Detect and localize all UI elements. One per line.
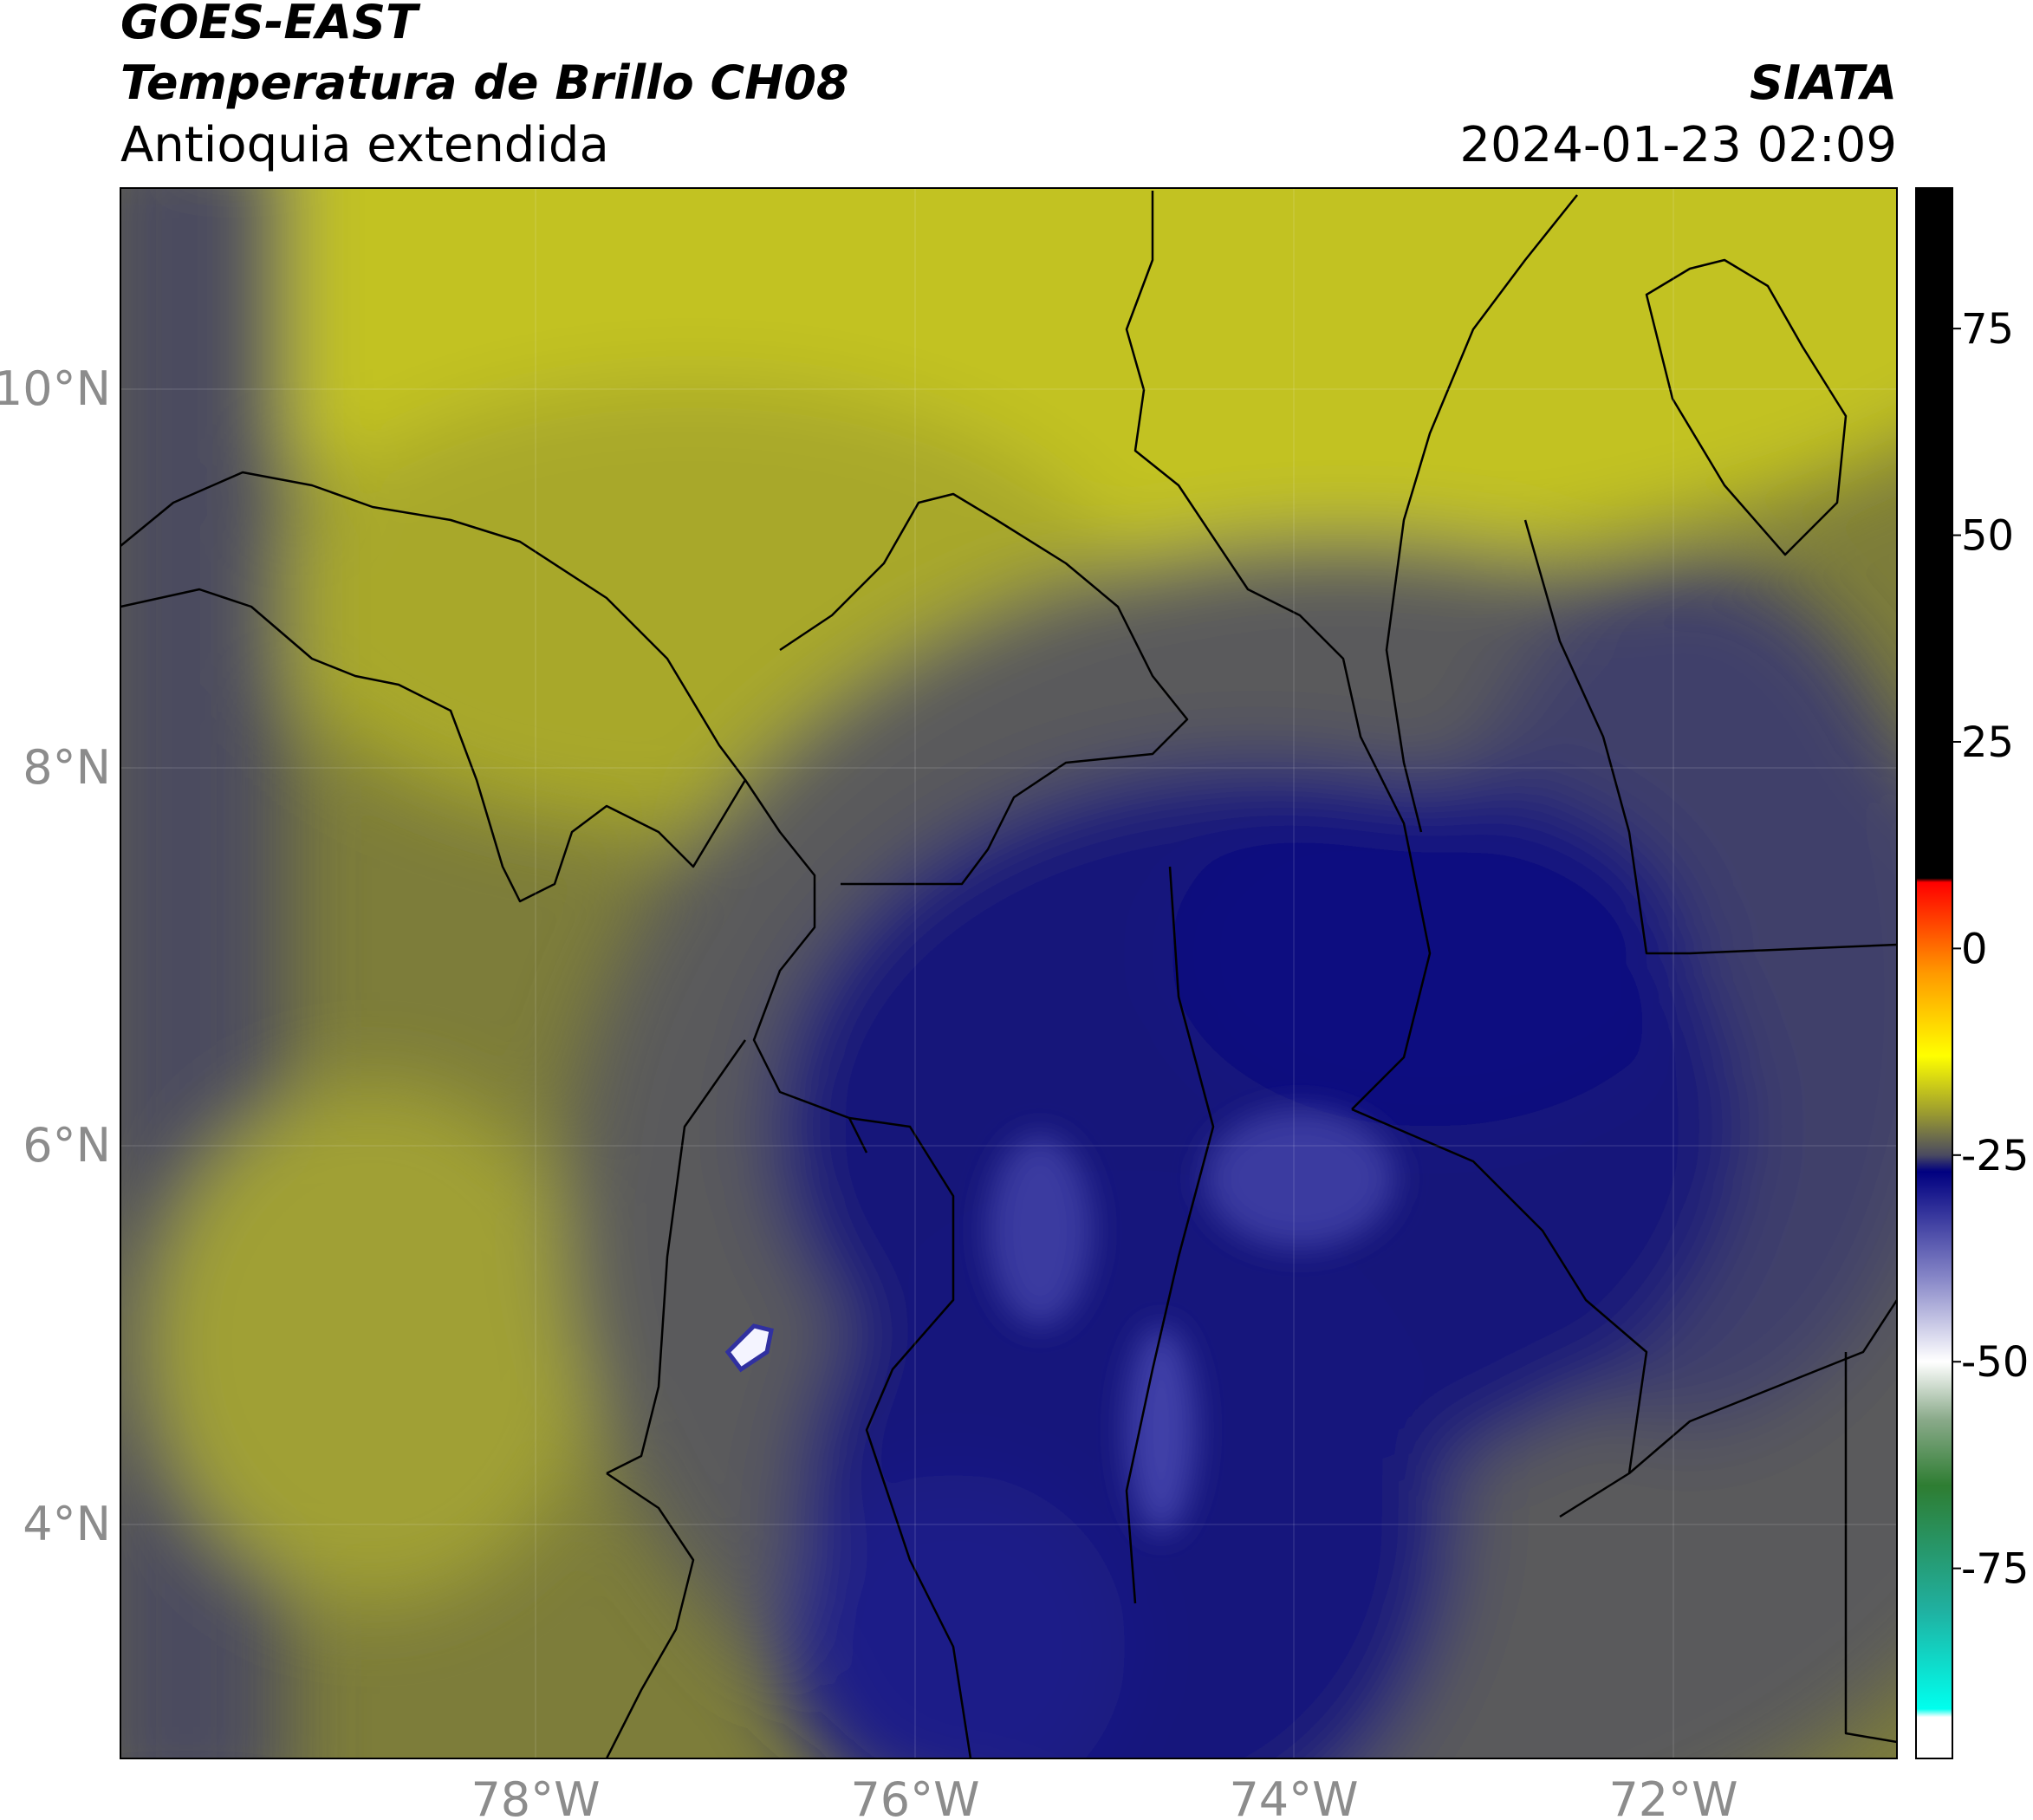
borders bbox=[120, 191, 1897, 1758]
colorbar-tick-label: 50 bbox=[1961, 512, 2014, 561]
lon-label: 78°W bbox=[471, 1772, 600, 1820]
colorbar-tick-label: 75 bbox=[1961, 305, 2014, 354]
title: GOES-EAST bbox=[120, 0, 421, 49]
lat-label: 10°N bbox=[0, 361, 111, 416]
source: SIATA bbox=[1750, 55, 1897, 110]
colorbar-tick-label: -50 bbox=[1961, 1338, 2029, 1387]
region: Antioquia extendida bbox=[120, 117, 609, 173]
colorbar-tick-label: -25 bbox=[1961, 1132, 2029, 1180]
lat-label: 8°N bbox=[23, 740, 111, 795]
lon-label: 76°W bbox=[850, 1772, 979, 1820]
graticule-labels: 78°W 76°W 74°W 72°W 10°N 8°N 6°N 4°N bbox=[0, 361, 1738, 1820]
lat-label: 4°N bbox=[23, 1497, 111, 1551]
cold-spot bbox=[724, 1323, 774, 1373]
colorbar-bar bbox=[1915, 187, 1953, 1759]
colorbar-tick-label: -75 bbox=[1961, 1545, 2029, 1594]
map-frame bbox=[120, 187, 1898, 1759]
datetime: 2024-01-23 02:09 bbox=[1459, 117, 1897, 173]
map bbox=[120, 188, 1897, 1758]
colorbar: -75 -50 -25 0 25 50 75 bbox=[1915, 187, 2029, 1759]
lat-label: 6°N bbox=[23, 1118, 111, 1173]
colorbar-tick-label: 0 bbox=[1961, 925, 1988, 973]
colorbar-tick-label: 25 bbox=[1961, 718, 2014, 767]
subtitle: Temperatura de Brillo CH08 bbox=[120, 55, 849, 110]
cold-cloud-tops bbox=[988, 1109, 1395, 1534]
lon-label: 74°W bbox=[1229, 1772, 1358, 1820]
lon-label: 72°W bbox=[1608, 1772, 1737, 1820]
